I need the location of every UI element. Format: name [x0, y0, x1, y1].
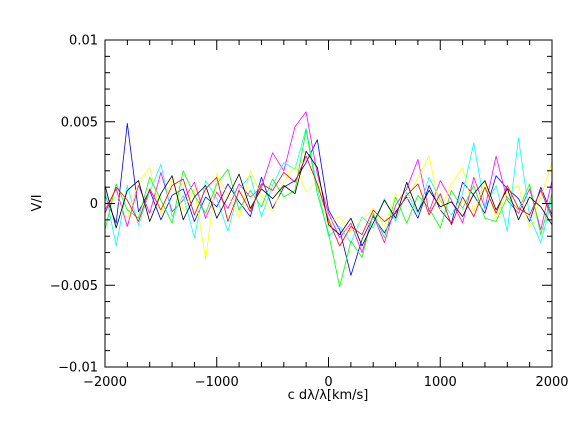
y-tick-label: 0.01 [69, 34, 98, 49]
y-tick-label: −0.005 [50, 279, 98, 294]
series-line-3 [104, 127, 553, 247]
y-tick-label: −0.01 [58, 361, 98, 376]
series-line-7 [104, 155, 553, 247]
ticks-layer [104, 39, 553, 368]
series-line-5 [104, 129, 553, 288]
series-line-6 [104, 150, 553, 247]
x-tick-label: −2000 [83, 375, 127, 390]
x-tick-label: 2000 [535, 375, 568, 390]
labels-layer: −2000 −1000 0 1000 2000 0.01 0.005 0 −0.005 −0.01 [50, 34, 568, 391]
x-tick-label: 0 [324, 375, 332, 390]
y-tick-label: 0.005 [61, 115, 98, 130]
plot-frame [104, 39, 553, 368]
series-layer [104, 111, 553, 288]
y-tick-label: 0 [90, 197, 98, 212]
x-axis-label: c dλ/λ[km/s] [288, 388, 369, 403]
y-axis-label: V/I [30, 194, 45, 211]
x-tick-label: 1000 [424, 375, 457, 390]
axes-layer [104, 39, 553, 368]
series-line-1 [104, 123, 553, 276]
x-tick-label: −1000 [195, 375, 239, 390]
